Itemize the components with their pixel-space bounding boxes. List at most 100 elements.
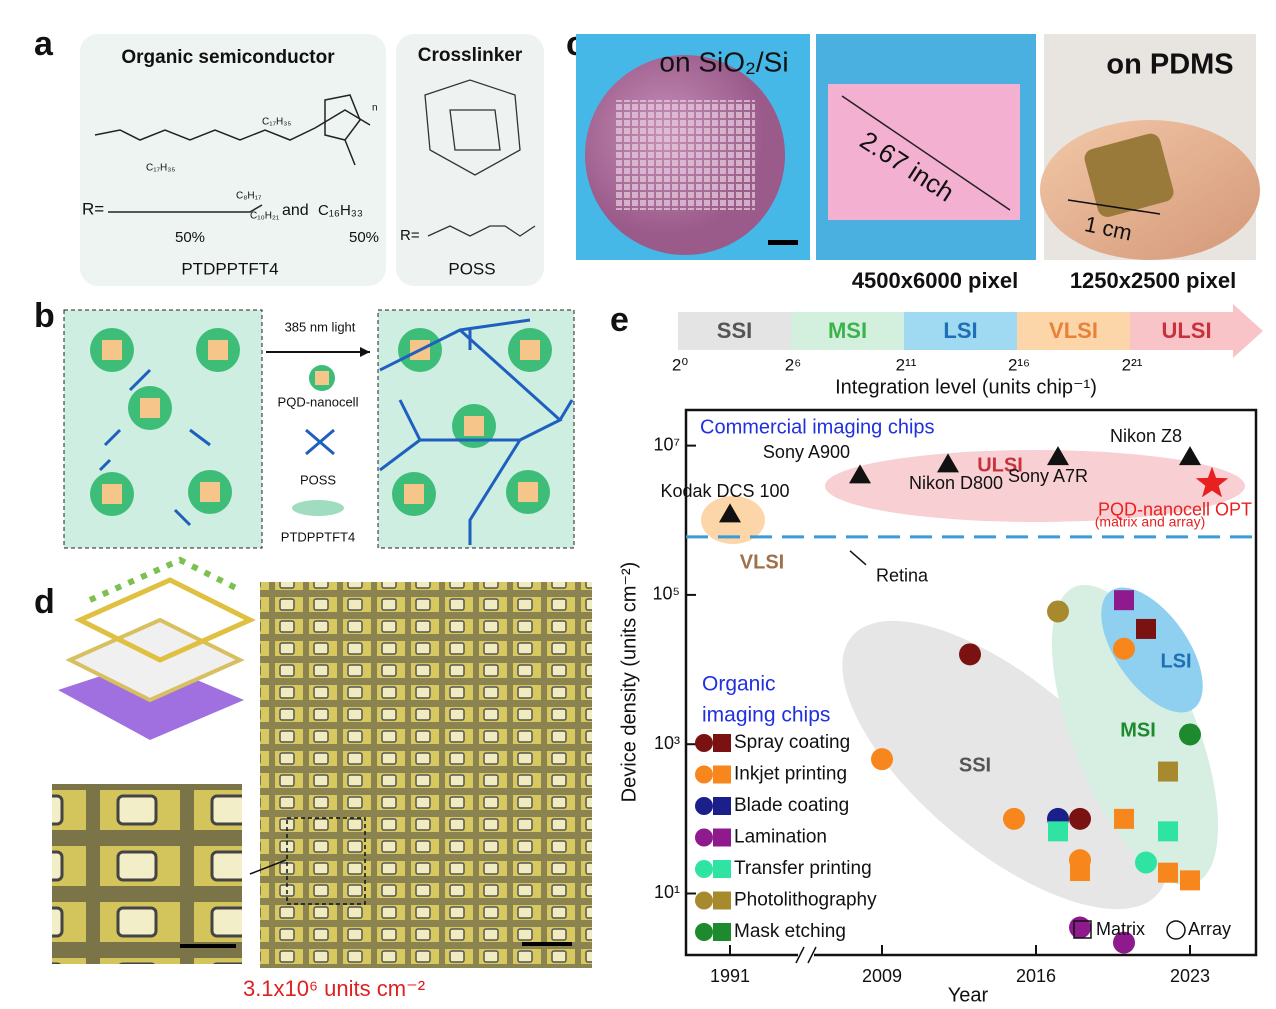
- triangle-marker: [849, 464, 871, 484]
- legend-label: Array: [1188, 919, 1231, 939]
- circle-marker: [1047, 600, 1069, 623]
- annotation: (matrix and array): [1095, 514, 1205, 530]
- box-title: Organic semiconductor: [121, 47, 335, 68]
- legend-icon: [292, 500, 344, 516]
- annotation: Organic: [702, 673, 776, 696]
- circle-marker: [1069, 807, 1091, 830]
- chem-label: C₁₀H₂₁: [250, 211, 280, 222]
- zoom-arrow: [249, 859, 287, 875]
- circle-marker: [1069, 916, 1091, 939]
- legend-marker: [713, 891, 731, 910]
- crosslinks: [379, 318, 574, 545]
- chem-label: C₁₇H₃₅: [262, 117, 291, 128]
- circle-marker: [871, 748, 893, 771]
- legend-marker: [695, 923, 713, 941]
- ulsi-region: [825, 450, 1245, 522]
- legend-marker: [713, 860, 731, 878]
- integration-level: VLSI: [1049, 318, 1098, 343]
- chem-label: R=: [82, 199, 104, 218]
- square-marker: [1114, 590, 1134, 611]
- panel-a: a Organic semiconductor Crosslinker n C₁…: [34, 25, 544, 286]
- legend-label: Photolithography: [734, 890, 877, 911]
- square-marker: [1070, 861, 1090, 882]
- x-axis-label: Year: [948, 984, 989, 1006]
- point-label: PQD-nanocell OPT: [1098, 499, 1252, 519]
- legend-label: Transfer printing: [734, 858, 872, 879]
- legend-label: Inkjet printing: [734, 764, 847, 785]
- legend-icon: [305, 428, 335, 456]
- legend-marker: [695, 734, 713, 752]
- caption: 1250x2500 pixel: [1070, 268, 1236, 293]
- square-marker: [1158, 862, 1178, 883]
- integration-tick-label: 2¹¹: [896, 355, 917, 374]
- panel-c: c on SiO₂/Si 2.67 inch 4500x6000 pixel 1…: [566, 25, 1260, 293]
- region-label: ULSI: [977, 454, 1023, 476]
- caption: 3.1x10⁶ units cm⁻²: [243, 976, 425, 1001]
- legend-label: POSS: [300, 472, 336, 487]
- lsi-region: [1101, 587, 1203, 713]
- fraction: 50%: [175, 229, 205, 246]
- point-label: Kodak DCS 100: [660, 481, 789, 501]
- legend-label: Matrix: [1096, 919, 1145, 939]
- fraction: 50%: [349, 229, 379, 246]
- triangle-marker: [719, 503, 741, 523]
- legend-marker: [713, 765, 731, 784]
- scale-bar: [768, 240, 798, 245]
- micrograph-zoom: [52, 784, 242, 964]
- square-marker: [1158, 821, 1178, 842]
- square-marker: [1114, 808, 1134, 829]
- integration-segment: [791, 312, 904, 350]
- device-layer: [74, 577, 256, 663]
- msi-region: [1051, 584, 1219, 886]
- star-marker: [1195, 466, 1229, 498]
- zoom-box: [286, 817, 366, 905]
- integration-tick-label: 2⁰: [672, 355, 688, 374]
- molecule: [94, 109, 371, 141]
- square-marker: [1048, 821, 1068, 842]
- panel-label: a: [34, 25, 54, 63]
- integration-level: LSI: [943, 318, 977, 343]
- legend-marker: [713, 734, 731, 752]
- point-label: Sony A900: [763, 442, 850, 462]
- photo-label: on SiO₂/Si: [659, 46, 788, 77]
- chem-label: R=: [400, 227, 420, 244]
- integration-level: MSI: [828, 318, 867, 343]
- ssi-region: [842, 620, 1168, 910]
- legend-icon: [315, 371, 329, 385]
- integration-axis-label: Integration level (units chip⁻¹): [835, 376, 1097, 398]
- y-axis-label: Device density (units cm⁻²): [618, 562, 640, 803]
- integration-tick-label: 2¹⁶: [1008, 355, 1030, 374]
- box-title: Crosslinker: [418, 45, 523, 66]
- integration-segment: [678, 312, 791, 350]
- integration-level: SSI: [717, 318, 752, 343]
- panel-a-box: [80, 34, 386, 286]
- circle-marker: [1113, 637, 1135, 660]
- x-tick-label: 1991: [710, 966, 750, 986]
- y-tick-label: 10¹: [654, 882, 680, 902]
- panel-b: b 385 nm light PQD-nanocell POSS PTDPPTF…: [34, 297, 575, 549]
- dimension-arrow: [841, 95, 1011, 211]
- legend-label: PTDPPTFT4: [281, 529, 355, 544]
- regions: [701, 450, 1245, 910]
- point-label: Nikon Z8: [1110, 426, 1182, 446]
- chem-label: and: [282, 202, 309, 219]
- chem-label: C₈H₁₇: [236, 191, 262, 202]
- circle-marker: [1113, 931, 1135, 954]
- point-label: Sony A7R: [1008, 466, 1088, 486]
- chem-label: n: [372, 103, 378, 114]
- arrow-label: 385 nm light: [285, 319, 356, 334]
- legend-marker: [695, 860, 713, 878]
- legend-marker: [713, 797, 731, 815]
- y-tick-label: 10³: [654, 733, 680, 753]
- device-layer: [88, 556, 242, 603]
- legend-marker: [695, 891, 713, 910]
- wafer-pattern: [615, 100, 755, 210]
- x-tick-label: 2016: [1016, 966, 1056, 986]
- legend-marker: [713, 923, 731, 941]
- triangle-marker: [937, 453, 959, 473]
- circle-marker: [1179, 723, 1201, 746]
- square-marker: [1136, 618, 1156, 639]
- photo-label: on PDMS: [1106, 49, 1233, 81]
- poss: [98, 368, 211, 527]
